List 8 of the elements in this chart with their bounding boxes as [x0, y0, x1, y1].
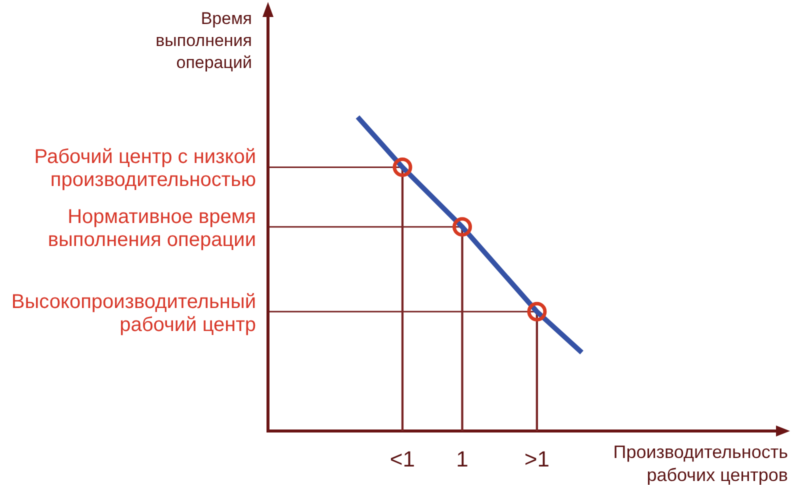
x-axis-title: Производительность рабочих центров [612, 441, 788, 485]
x-tick-label: >1 [524, 446, 550, 472]
y-axis-title: Время выполнения операций [154, 8, 252, 74]
x-tick-label: <1 [390, 446, 416, 472]
ref-line-label: Нормативное время выполнения операции [46, 206, 256, 252]
x-tick-label: 1 [456, 446, 468, 472]
ref-line-label: Рабочий центр с низкой производительностью [33, 146, 256, 192]
ref-line-label: Высокопроизводительный рабочий центр [10, 290, 256, 337]
